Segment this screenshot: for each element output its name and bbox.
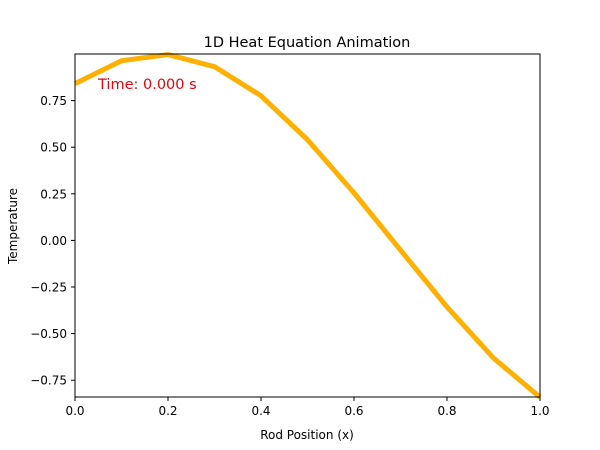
time-annotation: Time: 0.000 s: [97, 77, 197, 93]
y-tick-label: 0.25: [40, 187, 67, 201]
x-tick-label: 0.8: [437, 404, 456, 418]
chart-title: 1D Heat Equation Animation: [204, 35, 411, 51]
y-tick-label: −0.75: [30, 374, 67, 388]
x-tick-label: 1.0: [530, 404, 549, 418]
y-tick-label: 0.50: [40, 141, 67, 155]
x-axis-label: Rod Position (x): [260, 428, 354, 442]
x-tick-label: 0.4: [251, 404, 270, 418]
x-tick-label: 0.0: [65, 404, 84, 418]
temperature-series-line: [73, 52, 542, 400]
plot-area: [73, 52, 542, 400]
x-tick-label: 0.6: [344, 404, 363, 418]
y-tick-label: −0.25: [30, 281, 67, 295]
y-tick-label: 0.75: [40, 94, 67, 108]
x-axis: 0.0 0.2 0.4 0.6 0.8 1.0: [65, 397, 550, 418]
y-axis-label: Temperature: [6, 188, 20, 265]
y-axis: 0.75 0.50 0.25 0.00 −0.25 −0.50 −0.75: [30, 94, 75, 388]
y-tick-label: −0.50: [30, 327, 67, 341]
x-tick-label: 0.2: [158, 404, 177, 418]
axes-frame: [74, 53, 541, 398]
y-tick-label: 0.00: [40, 234, 67, 248]
